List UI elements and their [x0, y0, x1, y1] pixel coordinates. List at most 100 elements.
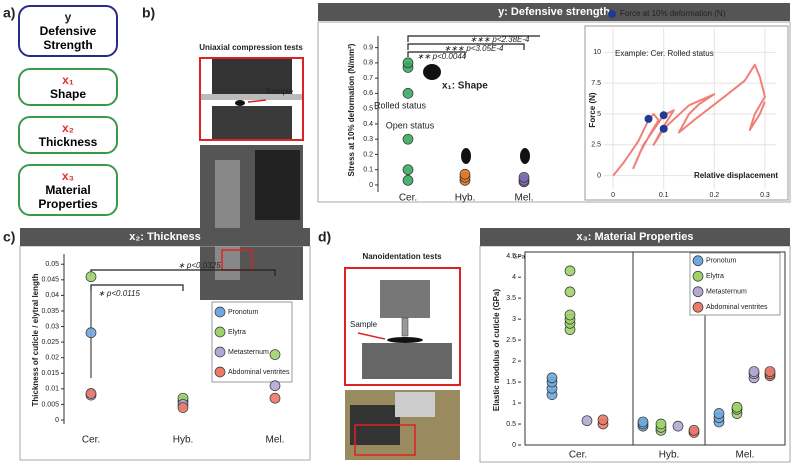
legend-marker: [214, 346, 226, 358]
legend-label: Abdominal ventrites: [706, 304, 768, 311]
photo-title: Uniaxial compression tests: [199, 43, 303, 52]
plot-frame: [584, 25, 789, 201]
y-tick-label: 3: [512, 316, 516, 323]
factor-label: Defensive Strength: [39, 24, 97, 52]
data-point: [764, 366, 776, 377]
y-tick-label: 4: [512, 274, 516, 281]
legend-marker: [214, 306, 226, 318]
x-tick-label: 0.3: [760, 192, 770, 199]
data-point: [402, 133, 414, 145]
legend-label: Abdominal ventrites: [228, 369, 290, 376]
x-tick-label: Mel.: [515, 193, 534, 204]
panel-title: x₂: Thickness: [129, 231, 201, 243]
data-point: [637, 416, 649, 428]
data-point: [269, 392, 281, 404]
y-tick-label: 0.01: [45, 386, 59, 393]
y-tick-label: 0.045: [41, 277, 59, 284]
unit-label: GPa: [513, 255, 526, 261]
y-tick-label: 0.035: [41, 308, 59, 315]
x-tick-label: Mel.: [266, 435, 285, 446]
y-tick-label: 0.03: [45, 323, 59, 330]
legend-marker: [692, 255, 704, 267]
legend-label: Elytra: [706, 273, 724, 280]
data-point: [402, 57, 414, 69]
factor-box: x₂ Thickness: [18, 116, 118, 154]
panel-frame: [317, 21, 791, 203]
data-point: [546, 372, 558, 384]
factor-symbol: x₃: [61, 169, 75, 183]
data-point: [177, 402, 189, 413]
annotation: ∗∗∗ p<2.38E-4: [470, 35, 530, 44]
legend-marker: [692, 270, 704, 282]
panel-title: y: Defensive strength: [498, 6, 610, 18]
data-point: [731, 401, 743, 413]
factor-box: x₃ Material Properties: [18, 164, 118, 216]
panel-label: c): [3, 229, 15, 245]
force-point: [659, 124, 668, 133]
legend-marker: [214, 326, 226, 338]
plot-frame: [524, 251, 786, 446]
panel-header: [318, 3, 790, 21]
y-tick-label: 0.3: [363, 136, 373, 143]
y-tick-label: 2.5: [506, 337, 516, 344]
force-point: [659, 111, 668, 120]
photo-nanoindentation: [344, 267, 461, 460]
x-tick-label: Cer.: [82, 435, 100, 446]
panel-label: a): [3, 5, 15, 21]
data-point: [85, 388, 97, 399]
data-point: [748, 366, 760, 377]
legend-label: Force at 10% deformation (N): [620, 9, 726, 18]
x-tick-label: Hyb.: [173, 435, 194, 446]
legend-box: [211, 301, 293, 383]
legend-label: Metasternum: [706, 289, 747, 296]
x-axis-label: Relative displacement: [694, 171, 778, 180]
x-tick-label: 0.2: [709, 192, 719, 199]
panel-header: [20, 228, 310, 246]
legend-marker: [692, 286, 704, 298]
y-tick-label: 0.2: [363, 151, 373, 158]
data-point: [518, 171, 530, 183]
y-tick-label: 0.5: [506, 421, 516, 428]
photo-callout: Sample: [350, 320, 378, 329]
y-axis-label: Thickness of cuticle / elytral length: [31, 273, 40, 406]
y-tick-label: 10: [593, 49, 601, 56]
data-point: [564, 309, 576, 321]
data-point: [269, 349, 281, 360]
beetle-icons: [423, 64, 530, 164]
y-tick-label: 0.04: [45, 292, 59, 299]
y-tick-label: 0.4: [363, 121, 373, 128]
annotation: ∗∗ p<0.0044: [417, 52, 467, 61]
annotation: ∗ p<0.0325: [178, 261, 221, 270]
data-point: [597, 414, 609, 426]
annotation: Example: Cer. Rolled status: [615, 49, 714, 58]
factor-label: Material Properties: [38, 183, 98, 211]
x-tick-label: Cer.: [569, 450, 587, 461]
legend-label: Pronotum: [228, 309, 259, 316]
y-tick-label: 0.1: [363, 167, 373, 174]
panel-header: [480, 228, 790, 246]
data-point: [402, 88, 414, 99]
factor-box: x₁ Shape: [18, 68, 118, 106]
data-point: [672, 420, 684, 432]
factor-symbol: y: [64, 10, 72, 24]
x-tick-label: Hyb.: [659, 450, 680, 461]
data-point: [85, 271, 97, 283]
y-tick-label: 0.02: [45, 355, 59, 362]
y-tick-label: 0.8: [363, 60, 373, 67]
factor-symbol: x₁: [62, 73, 74, 87]
data-point: [459, 168, 471, 180]
y-tick-label: 2.5: [591, 142, 601, 149]
y-tick-label: 1.5: [506, 379, 516, 386]
y-tick-label: 0: [512, 442, 516, 449]
data-point: [688, 424, 700, 436]
factor-label: Shape: [49, 87, 86, 101]
y-axis-label: Force (N): [588, 92, 597, 127]
y-tick-label: 0.5: [363, 106, 373, 113]
factor-label: Thickness: [38, 135, 98, 149]
legend-marker: [214, 366, 226, 378]
data-point: [269, 380, 281, 392]
x-tick-label: Hyb.: [455, 193, 476, 204]
data-point: [564, 286, 576, 298]
y-tick-label: 0.9: [363, 44, 373, 51]
y-tick-label: 0.6: [363, 90, 373, 97]
